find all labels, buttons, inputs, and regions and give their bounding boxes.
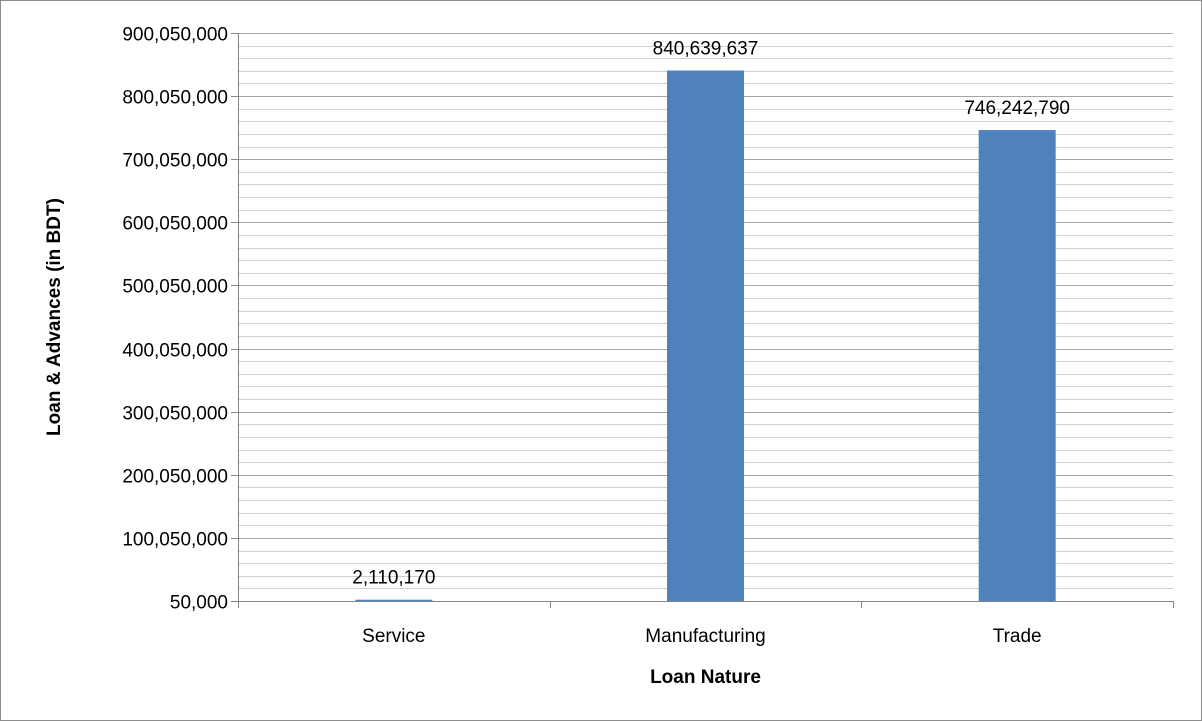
bar-service xyxy=(355,599,433,601)
y-tick-label: 300,050,000 xyxy=(122,404,228,425)
y-tick-label: 800,050,000 xyxy=(122,88,228,109)
y-tick-label: 50,000 xyxy=(170,593,228,614)
y-tick-label: 600,050,000 xyxy=(122,214,228,235)
y-tick-label: 200,050,000 xyxy=(122,467,228,488)
y-tick-label: 700,050,000 xyxy=(122,151,228,172)
data-label: 840,639,637 xyxy=(653,38,759,59)
axes xyxy=(231,33,1174,608)
x-axis-title: Loan Nature xyxy=(650,667,761,688)
x-tick-label: Trade xyxy=(993,626,1042,647)
y-tick-label: 100,050,000 xyxy=(122,530,228,551)
data-labels: 2,110,170 840,639,637 746,242,790 xyxy=(352,38,1070,588)
y-axis-title: Loan & Advances (in BDT) xyxy=(44,198,65,436)
bar-trade xyxy=(978,130,1056,601)
bar-manufacturing xyxy=(667,70,744,602)
y-tick-labels: 50,000 100,050,000 200,050,000 300,050,000 4… xyxy=(122,25,228,614)
x-tick-label: Service xyxy=(362,626,425,647)
bars xyxy=(355,70,1056,602)
data-label: 2,110,170 xyxy=(352,568,435,589)
y-tick-label: 900,050,000 xyxy=(122,25,228,46)
x-tick-label: Manufacturing xyxy=(645,626,765,647)
x-tick-labels: Service Manufacturing Trade xyxy=(362,626,1041,647)
data-label: 746,242,790 xyxy=(964,98,1070,119)
y-tick-label: 400,050,000 xyxy=(122,341,228,362)
y-tick-label: 500,050,000 xyxy=(122,277,228,298)
